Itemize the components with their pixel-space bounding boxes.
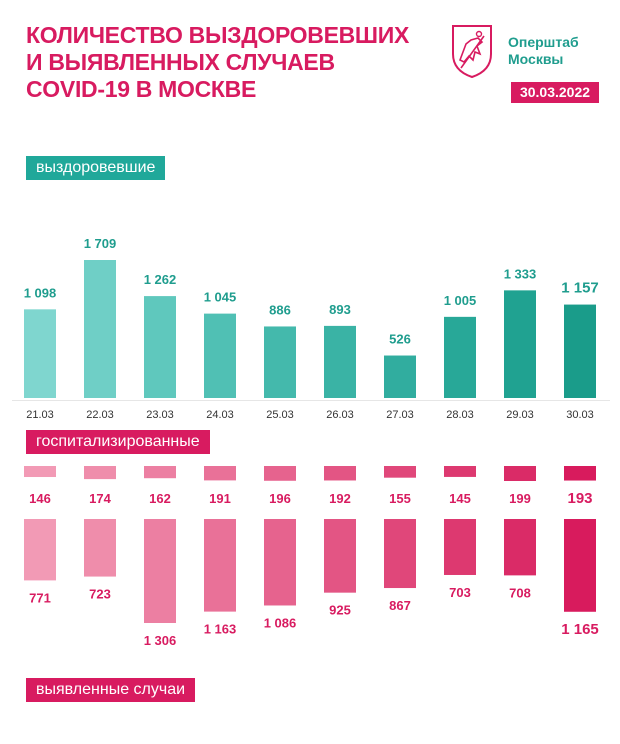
cases-bar bbox=[84, 519, 116, 577]
brand-name: Оперштаб Москвы bbox=[508, 34, 579, 68]
recovered-value-label: 1 045 bbox=[204, 290, 237, 305]
cases-bar bbox=[564, 519, 596, 612]
hospitalized-bar bbox=[444, 466, 476, 477]
hospitalized-section-label: госпитализированные bbox=[26, 430, 210, 454]
recovered-bar bbox=[564, 304, 596, 398]
hospitalized-value-label: 145 bbox=[449, 491, 471, 506]
hospitalized-value-label: 199 bbox=[509, 491, 531, 506]
cases-value-label: 1 163 bbox=[204, 622, 237, 637]
cases-bar bbox=[444, 519, 476, 575]
cases-bar bbox=[504, 519, 536, 576]
date-tick-label: 27.03 bbox=[386, 409, 414, 421]
recovered-bar bbox=[444, 316, 476, 398]
recovered-value-label: 893 bbox=[329, 302, 351, 317]
recovered-value-label: 1 005 bbox=[444, 293, 477, 308]
recovered-bar bbox=[324, 325, 356, 398]
cases-bar bbox=[384, 519, 416, 589]
hospitalized-bar bbox=[84, 466, 116, 480]
hospitalized-value-label: 191 bbox=[209, 491, 231, 506]
date-tick-label: 21.03 bbox=[26, 409, 54, 421]
recovered-value-label: 1 262 bbox=[144, 272, 177, 287]
hospitalized-bar bbox=[384, 466, 416, 478]
cases-value-label: 1 306 bbox=[144, 633, 177, 648]
hospitalized-value-label: 196 bbox=[269, 491, 291, 506]
recovered-value-label: 1 157 bbox=[561, 280, 599, 297]
recovered-axis-line bbox=[12, 400, 610, 401]
recovered-value-label: 1 333 bbox=[504, 266, 537, 281]
recovered-bar bbox=[24, 309, 56, 398]
cases-bar bbox=[324, 519, 356, 593]
brand-line-2: Москвы bbox=[508, 51, 564, 67]
page-title: КОЛИЧЕСТВО ВЫЗДОРОВЕВШИХ И ВЫЯВЛЕННЫХ СЛ… bbox=[26, 22, 410, 103]
hospitalized-value-label: 174 bbox=[89, 491, 111, 506]
moscow-emblem-icon bbox=[452, 25, 492, 78]
date-tick-label: 23.03 bbox=[146, 409, 174, 421]
cases-bar bbox=[204, 519, 236, 612]
recovered-value-label: 1 098 bbox=[24, 285, 57, 300]
recovered-bar bbox=[504, 290, 536, 398]
hospitalized-value-label: 155 bbox=[389, 491, 411, 506]
date-tick-label: 29.03 bbox=[506, 409, 534, 421]
hospitalized-value-label: 162 bbox=[149, 491, 171, 506]
title-line-2: И ВЫЯВЛЕННЫХ СЛУЧАЕВ bbox=[26, 49, 335, 75]
recovered-value-label: 1 709 bbox=[84, 236, 117, 251]
cases-bar bbox=[144, 519, 176, 623]
recovered-bar bbox=[204, 313, 236, 398]
hospitalized-bar bbox=[264, 466, 296, 481]
hospitalized-value-label: 146 bbox=[29, 491, 51, 506]
date-tick-label: 28.03 bbox=[446, 409, 474, 421]
recovered-bar bbox=[264, 326, 296, 398]
date-tick-label: 30.03 bbox=[566, 409, 594, 421]
cases-value-label: 1 086 bbox=[264, 615, 297, 630]
cases-section-label: выявленные случаи bbox=[26, 678, 196, 702]
title-line-1: КОЛИЧЕСТВО ВЫЗДОРОВЕВШИХ bbox=[26, 22, 410, 48]
recovered-bar bbox=[384, 355, 416, 398]
title-line-3: COVID-19 В МОСКВЕ bbox=[26, 76, 257, 102]
date-tick-label: 24.03 bbox=[206, 409, 234, 421]
cases-value-label: 703 bbox=[449, 585, 471, 600]
hospitalized-bar bbox=[204, 466, 236, 481]
cases-value-label: 925 bbox=[329, 603, 351, 618]
cases-value-label: 771 bbox=[29, 590, 51, 605]
recovered-value-label: 886 bbox=[269, 302, 291, 317]
date-tick-label: 22.03 bbox=[86, 409, 114, 421]
recovered-bar bbox=[144, 296, 176, 398]
hospitalized-value-label: 193 bbox=[567, 490, 592, 507]
hospitalized-bar bbox=[324, 466, 356, 481]
cases-bar bbox=[24, 519, 56, 581]
cases-value-label: 708 bbox=[509, 585, 531, 600]
cases-bar bbox=[264, 519, 296, 606]
hospitalized-bar bbox=[564, 466, 596, 481]
date-tick-label: 26.03 bbox=[326, 409, 354, 421]
recovered-bar bbox=[84, 260, 116, 398]
hospitalized-bar bbox=[504, 466, 536, 481]
brand-line-1: Оперштаб bbox=[508, 34, 579, 50]
hospitalized-bar bbox=[24, 466, 56, 478]
hospitalized-bar bbox=[144, 466, 176, 479]
date-badge: 30.03.2022 bbox=[511, 82, 599, 103]
cases-value-label: 867 bbox=[389, 598, 411, 613]
recovered-value-label: 526 bbox=[389, 332, 411, 347]
date-tick-label: 25.03 bbox=[266, 409, 294, 421]
hospitalized-value-label: 192 bbox=[329, 491, 351, 506]
recovered-section-label: выздоровевшие bbox=[26, 156, 166, 180]
cases-value-label: 1 165 bbox=[561, 621, 599, 638]
cases-value-label: 723 bbox=[89, 587, 111, 602]
